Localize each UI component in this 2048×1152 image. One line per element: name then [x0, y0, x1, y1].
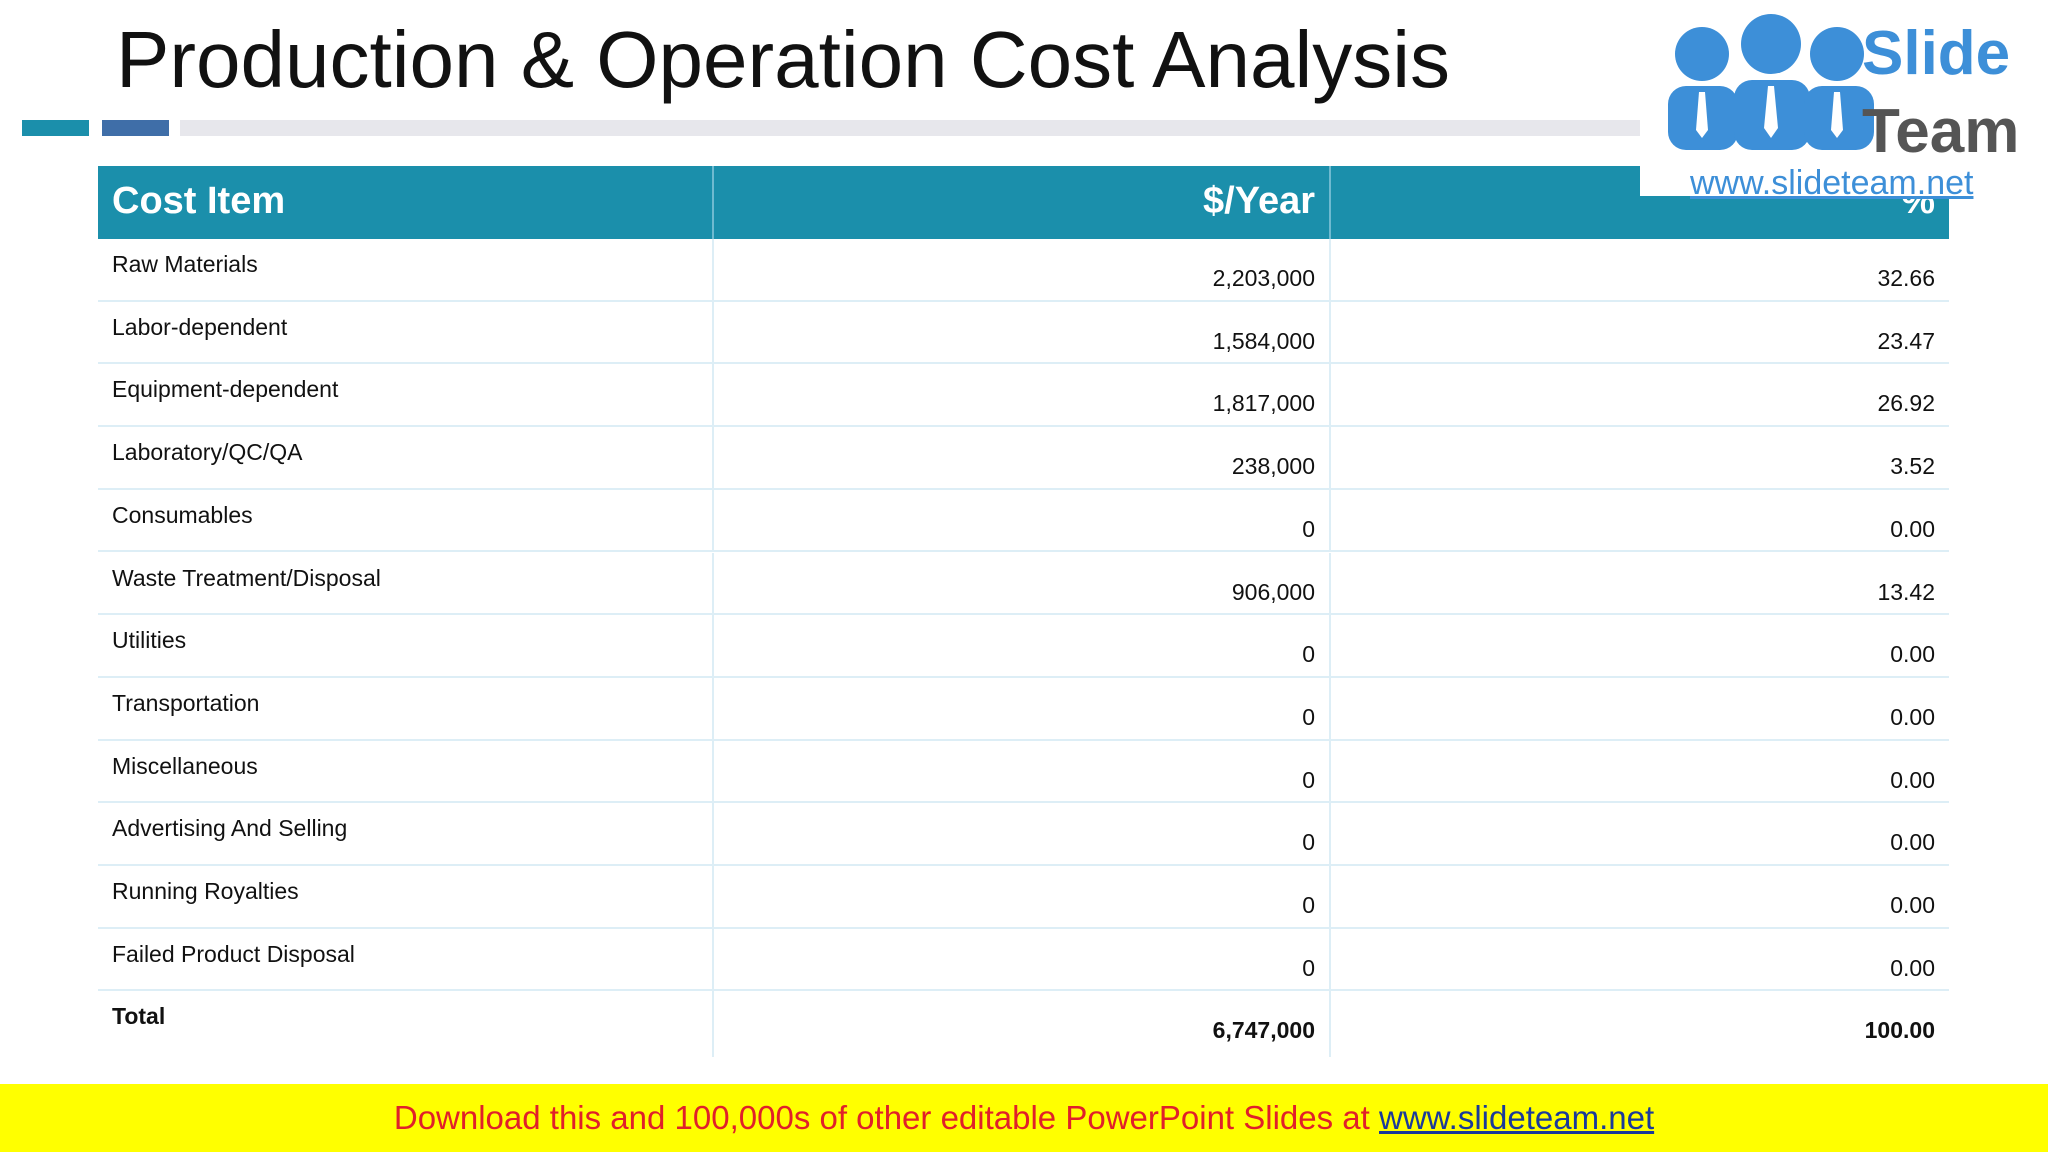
table-cell: 1,817,000: [714, 364, 1331, 426]
total-row: Total 6,747,000 100.00: [98, 991, 1949, 1058]
table-cell: 3.52: [1890, 453, 1935, 480]
slide-title: Production & Operation Cost Analysis: [116, 15, 1451, 104]
table-cell: 0.00: [1890, 703, 1935, 730]
table-cell: Laboratory/QC/QA: [98, 427, 714, 488]
total-cell: 6,747,000: [714, 991, 1331, 1058]
table-cell: 23.47: [1877, 327, 1935, 354]
table-row: Utilities 0 0.00: [98, 615, 1949, 678]
download-banner: Download this and 100,000s of other edit…: [0, 1084, 2048, 1152]
total-cell: 100.00: [1864, 1017, 1935, 1044]
table-cell: 0.00: [1890, 892, 1935, 918]
table-cell: Raw Materials: [98, 239, 714, 300]
table-cell: Consumables: [98, 489, 714, 551]
table-cell: 32.66: [1877, 265, 1935, 291]
table-cell: Running Royalties: [98, 866, 714, 927]
table-cell: 906,000: [714, 552, 1331, 614]
table-cell: 0: [714, 803, 1331, 864]
table-cell: 1,584,000: [714, 301, 1331, 363]
table-row: Equipment-dependent 1,817,000 26.92: [98, 364, 1949, 428]
table-cell: Failed Product Disposal: [98, 928, 714, 990]
table-cell: Equipment-dependent: [98, 364, 714, 426]
table-cell: Transportation: [98, 677, 714, 739]
table-cell: 2,203,000: [714, 239, 1331, 300]
table-cell: 0: [714, 866, 1331, 927]
logo-brand: Slide: [1862, 19, 2011, 88]
table-cell: 238,000: [714, 427, 1331, 488]
table-row: Raw Materials 2,203,000 32.66: [98, 239, 1949, 302]
table-cell: 0.00: [1890, 766, 1935, 793]
logo-brand: Team: [1862, 97, 2020, 166]
logo: Slide Team www.slideteam.net: [1640, 0, 2040, 202]
table-cell: 0.00: [1890, 954, 1935, 981]
table-row: Waste Treatment/Disposal 906,000 13.42: [98, 552, 1949, 616]
logo-icon: [1668, 14, 1874, 150]
accent-bar: [180, 120, 1640, 136]
table-cell: 0: [714, 928, 1331, 990]
table-row: Laboratory/QC/QA 238,000 3.52: [98, 427, 1949, 490]
table-cell: 0.00: [1890, 829, 1935, 856]
logo-url[interactable]: www.slideteam.net: [1690, 164, 1974, 202]
table-cell: 13.42: [1877, 578, 1935, 605]
table-cell: 26.92: [1877, 390, 1935, 417]
banner-text: Download this and 100,000s of other edit…: [393, 1099, 1379, 1136]
table-row: Advertising And Selling 0 0.00: [98, 803, 1949, 866]
accent-bar: [22, 120, 89, 136]
table-row: Transportation 0 0.00: [98, 677, 1949, 741]
accent-bar: [102, 120, 169, 136]
table-cell: Utilities: [98, 615, 714, 676]
column-header: Cost Item: [98, 166, 714, 239]
column-header: $/Year: [714, 166, 1331, 239]
table-row: Running Royalties 0 0.00: [98, 866, 1949, 929]
table-cell: Waste Treatment/Disposal: [98, 552, 714, 614]
table-row: Consumables 0 0.00: [98, 489, 1949, 553]
table-row: Labor-dependent 1,584,000 23.47: [98, 301, 1949, 365]
table-cell: 0: [714, 615, 1331, 676]
table-cell: 0.00: [1890, 515, 1935, 542]
table-cell: 0: [714, 740, 1331, 802]
table-cell: Advertising And Selling: [98, 803, 714, 864]
table-row: Miscellaneous 0 0.00: [98, 740, 1949, 804]
banner-link[interactable]: www.slideteam.net: [1379, 1099, 1655, 1136]
total-cell: Total: [98, 991, 714, 1058]
table-cell: 0: [714, 677, 1331, 739]
table-cell: Labor-dependent: [98, 301, 714, 363]
table-cell: Miscellaneous: [98, 740, 714, 802]
table-cell: 0.00: [1890, 641, 1935, 668]
table-cell: 0: [714, 489, 1331, 551]
table-row: Failed Product Disposal 0 0.00: [98, 928, 1949, 992]
